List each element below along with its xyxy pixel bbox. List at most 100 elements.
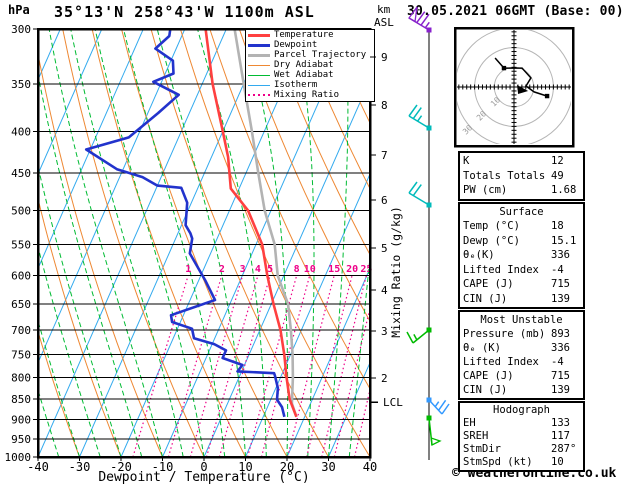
svg-text:350: 350	[11, 78, 31, 91]
mixing-ratio-labels: 1 2 3 4 5 8 10 15 20 25	[185, 264, 372, 275]
stats-panel-hodograph: Hodograph EH 133 SREH 117 StmDir 287° StmSpd (k…	[458, 401, 585, 472]
legend-label: Temperature	[274, 30, 334, 41]
legend-line-sample	[248, 34, 270, 38]
stat-value: 1.68	[551, 184, 577, 196]
svg-text:4: 4	[255, 264, 261, 275]
mixing-ratio-axis-label: Mixing Ratio (g/kg)	[389, 206, 403, 338]
stat-value: 10	[551, 456, 564, 468]
stat-label: CAPE (J)	[463, 370, 514, 382]
stat-value: -4	[551, 263, 564, 276]
legend-line-sample	[248, 64, 270, 67]
svg-text:850: 850	[11, 393, 31, 406]
stat-label: θₑ (K)	[463, 342, 501, 354]
legend-label: Dry Adiabat	[274, 60, 334, 71]
svg-text:700: 700	[11, 324, 31, 337]
hodograph-unit-label: kt	[460, 33, 473, 44]
svg-text:900: 900	[11, 414, 31, 427]
svg-text:5: 5	[267, 264, 273, 275]
stat-row: Pressure (mb) 893	[463, 327, 580, 341]
svg-text:300: 300	[11, 23, 31, 36]
stat-row: θₑ(K) 336	[463, 248, 580, 263]
stat-row: StmSpd (kt) 10	[463, 456, 580, 469]
mixing-ratio-lines	[132, 275, 370, 457]
stat-label: Temp (°C)	[463, 220, 520, 232]
svg-text:8: 8	[381, 99, 388, 112]
stat-row: Lifted Index -4	[463, 355, 580, 369]
panel-title: Surface	[499, 205, 544, 218]
stat-value: 287°	[551, 443, 577, 455]
stat-label: Pressure (mb)	[463, 328, 546, 340]
stats-panel-most-unstable: Most Unstable Pressure (mb) 893 θₑ (K) 336 Li…	[458, 310, 585, 400]
svg-text:5: 5	[381, 242, 388, 255]
stats-panel-surface: Surface Temp (°C) 18 Dewp (°C) 15.1 θₑ(K) 336 L…	[458, 201, 585, 309]
stat-value: 336	[551, 249, 570, 261]
stat-label: θₑ(K)	[463, 249, 495, 261]
stat-row: θₑ (K) 336	[463, 341, 580, 355]
svg-text:7: 7	[381, 149, 388, 162]
stat-label: StmDir	[463, 443, 501, 455]
stat-label: CIN (J)	[463, 292, 508, 305]
stat-value: 133	[551, 417, 570, 429]
svg-text:600: 600	[11, 269, 31, 282]
stat-label: PW (cm)	[463, 184, 508, 196]
stat-value: 893	[551, 328, 570, 340]
stat-label: CIN (J)	[463, 384, 508, 396]
svg-text:2: 2	[381, 372, 388, 385]
svg-text:20: 20	[475, 109, 488, 122]
wind-barb	[426, 397, 450, 415]
legend-label: Dewpoint	[274, 40, 318, 51]
stat-value: 139	[551, 384, 570, 396]
wind-barb	[408, 104, 432, 131]
legend-line-sample	[248, 94, 270, 97]
stat-row: EH 133	[463, 417, 580, 430]
stat-row: Temp (°C) 18	[463, 219, 580, 234]
stat-value: 139	[551, 292, 570, 305]
panel-title: Hodograph	[493, 404, 550, 416]
stat-row: CAPE (J) 715	[463, 369, 580, 383]
altitude-axis-unit-km: km	[377, 3, 391, 16]
legend-label: Mixing Ratio	[274, 89, 340, 100]
stat-value: 12	[551, 155, 564, 167]
stats-panels: K 12 Totals Totals 49 PW (cm) 1.68 Surface Temp…	[458, 151, 585, 473]
svg-text:400: 400	[11, 125, 31, 138]
panel-title: Most Unstable	[480, 314, 563, 326]
svg-text:8: 8	[294, 264, 300, 275]
svg-text:3: 3	[381, 325, 388, 338]
x-axis-label: Dewpoint / Temperature (°C)	[98, 470, 310, 485]
svg-text:10: 10	[304, 264, 316, 275]
svg-text:750: 750	[11, 349, 31, 362]
stat-label: Dewp (°C)	[463, 234, 520, 247]
stat-label: K	[463, 155, 470, 167]
stat-label: Lifted Index	[463, 356, 539, 368]
stat-value: -4	[551, 356, 564, 368]
legend-item: Mixing Ratio	[248, 90, 372, 100]
stat-label: StmSpd (kt)	[463, 456, 533, 468]
stat-row: CAPE (J) 715	[463, 277, 580, 292]
legend-line-sample	[248, 44, 270, 48]
stat-label: SREH	[463, 430, 489, 442]
legend: Temperature Dewpoint Parcel Trajectory Dry …	[245, 29, 375, 103]
stat-value: 715	[551, 370, 570, 382]
stat-row: Lifted Index -4	[463, 263, 580, 278]
svg-text:3: 3	[240, 264, 246, 275]
stat-row: Totals Totals 49	[463, 169, 580, 184]
legend-label: Parcel Trajectory	[274, 50, 367, 61]
stat-value: 15.1	[551, 234, 577, 247]
svg-text:20: 20	[346, 264, 358, 275]
pressure-axis-unit: hPa	[8, 3, 30, 17]
svg-text:2: 2	[219, 264, 225, 275]
svg-text:950: 950	[11, 433, 31, 446]
svg-text:550: 550	[11, 238, 31, 251]
stat-row: PW (cm) 1.68	[463, 183, 580, 198]
svg-text:30: 30	[461, 123, 474, 136]
svg-text:500: 500	[11, 205, 31, 218]
datetime-title: 30.05.2021 06GMT (Base: 00)	[407, 4, 624, 19]
stat-value: 715	[551, 278, 570, 290]
legend-item: Isotherm	[248, 80, 372, 90]
svg-text:9: 9	[381, 51, 388, 64]
svg-text:800: 800	[11, 372, 31, 385]
stats-panel-indices: K 12 Totals Totals 49 PW (cm) 1.68	[458, 151, 585, 201]
pressure-gridlines	[38, 83, 370, 440]
lcl-label: LCL	[383, 396, 403, 409]
